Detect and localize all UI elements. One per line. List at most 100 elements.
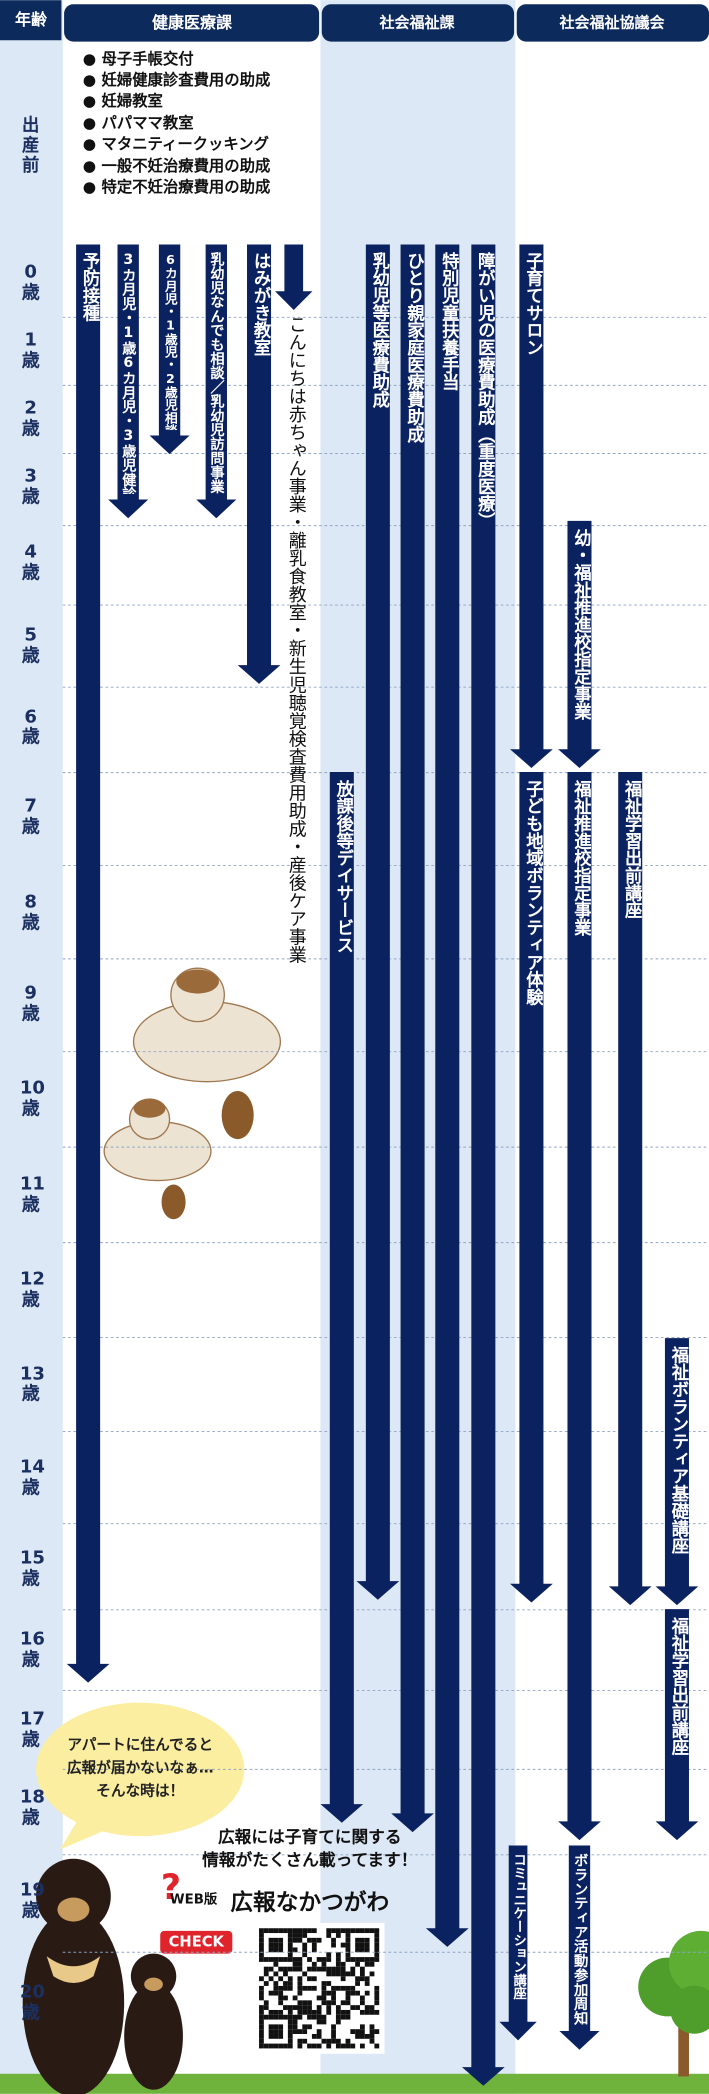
qr-module [321,2000,327,2006]
arrow-label: 3カ月児・1歳6カ月児・3歳児健診 [120,252,137,495]
qr-module [355,1928,360,1934]
qr-module [302,2024,308,2030]
qr-module [326,1928,332,1934]
arrow-label: 福祉学習出前講座 [621,779,642,919]
arrow-label: コミュニケーション講座 [510,1853,526,2001]
arrow-label: 障がい児の医療費助成（重度医療） [474,252,495,530]
qr-module [311,1928,317,1934]
qr-module [331,2038,336,2044]
qr-module [278,1937,284,1943]
qr-module [316,1957,322,1962]
qr-module [263,1966,269,1972]
qr-module [345,1933,351,1938]
arrow [558,520,601,768]
qr-module [268,1928,274,1934]
qr-module [292,1933,298,1938]
qr-module [335,1985,341,1991]
arrow-label: こんにちは赤ちゃん事業・離乳食教室・新生児聴覚検査費用助成・産後ケア事業 [285,315,306,964]
qr-module [259,1928,264,1934]
qr-module [364,1976,370,1982]
qr-module [374,1957,380,1962]
arrow [655,1338,699,1606]
qr-module [292,2005,298,2010]
qr-module [340,1976,346,1982]
qr-module [335,2009,341,2015]
qr-module [331,1928,336,1934]
qr-module [263,2005,269,2010]
arrow-label: 乳幼児なんでも相談／乳幼児訪問事業 [208,252,225,494]
qr-module [283,1985,288,1991]
qr-module [302,1947,308,1953]
qr-module [278,2033,284,2039]
qr-module [302,1985,308,1991]
qr-module [335,2014,341,2020]
qr-module [345,1971,351,1977]
qr-module [374,1985,380,1991]
qr-module [331,1937,336,1943]
qr-module [340,1928,346,1934]
arrow [391,244,434,1833]
qr-module [302,2005,308,2010]
qr-module [273,2009,279,2015]
qr-module [345,2014,351,2020]
qr-module [297,2000,303,2006]
qr-module [335,1952,341,1958]
qr-module [359,2024,365,2030]
age-label: 12歳 [19,1268,45,1310]
qr-module [268,2014,274,2020]
qr-module [297,1933,303,1938]
qr-module [283,1966,288,1972]
qr-module [369,2038,375,2044]
qr-module [359,2033,365,2039]
qr-module [374,1990,380,1996]
qr-module [278,1966,284,1972]
qr-module [278,1928,284,1934]
qr-module [263,1957,269,1962]
qr-module [374,2029,380,2034]
qr-module [350,1966,356,1972]
qr-module [287,1937,293,1943]
qr-module [326,2000,332,2006]
qr-module [374,1933,380,1938]
qr-module [316,2029,322,2034]
qr-module [292,2014,298,2020]
qr-module [374,1937,380,1943]
arrow-label: 6カ月児・1歳児・2歳児相談 [162,252,178,430]
age-header-bg [0,0,62,41]
qr-module [278,1990,284,1996]
age-label: 8歳 [21,891,40,934]
qr-module [292,2029,298,2034]
qr-module [359,1976,365,1982]
qr-module [369,1961,375,1967]
qr-module [345,2009,351,2015]
bear [124,1953,183,2090]
qr-module [311,2033,317,2039]
qr-module [278,2014,284,2020]
qr-module [259,1957,264,1962]
qr-module [287,1947,293,1953]
qr-module [369,2033,375,2039]
qr-module [321,2038,327,2044]
qr-module [278,2029,284,2034]
arrow [196,244,237,519]
header-bg [64,4,320,42]
qr-module [316,1937,322,1943]
list-item: マタニティークッキング [83,136,269,154]
qr-module [268,2043,274,2049]
arrow-label: 予防接種 [79,252,100,322]
qr-module [307,1966,312,1972]
qr-module [278,2043,284,2049]
qr-module [374,1942,380,1948]
qr-module [278,2000,284,2006]
qr-module [326,1966,332,1972]
qr-module [307,1928,312,1934]
age-label: 5歳 [21,624,40,667]
qr-module [359,1928,365,1934]
qr-module [374,2009,380,2015]
qr-module [335,2043,341,2049]
qr-module [268,1990,274,1996]
age-label: 出産前 [22,115,40,176]
qr-module [340,2000,346,2006]
qr-module [297,1937,303,1943]
